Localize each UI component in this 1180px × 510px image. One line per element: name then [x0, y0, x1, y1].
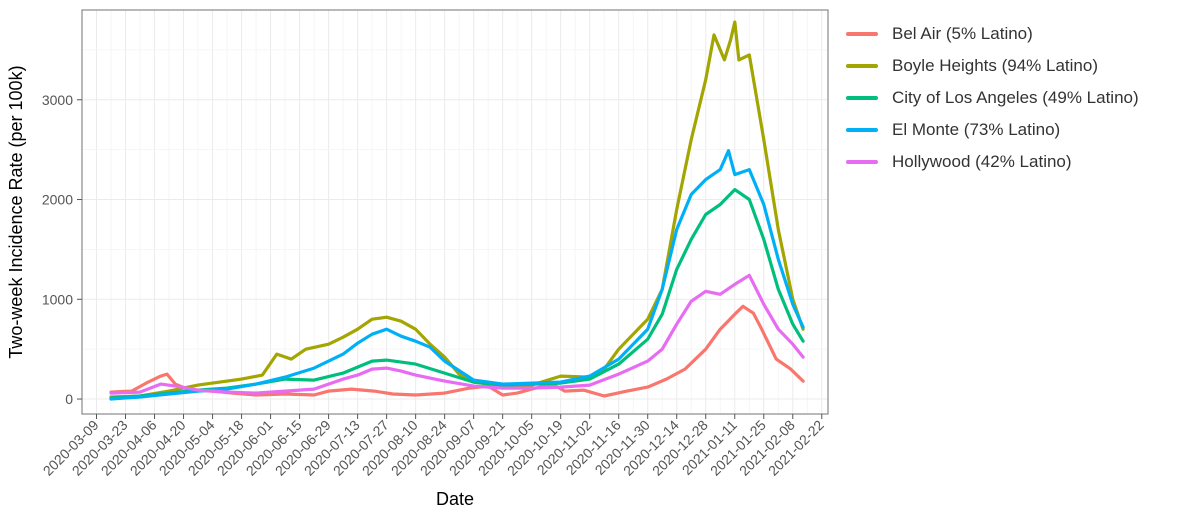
legend-label: Hollywood (42% Latino) — [892, 152, 1072, 171]
series-line-4 — [109, 149, 805, 401]
series-lines — [109, 20, 805, 401]
y-tick-label: 2000 — [42, 192, 73, 208]
legend-item: Hollywood (42% Latino) — [846, 146, 1139, 178]
legend-label: City of Los Angeles (49% Latino) — [892, 88, 1139, 107]
y-tick-label: 1000 — [42, 291, 73, 307]
chart: 0 1000 2000 3000 2020-03-09 2020-03-23 2020-0… — [6, 9, 829, 509]
plot-panel-background — [82, 10, 828, 414]
x-axis: 2020-03-092020-03-232020-04-062020-04-20… — [40, 414, 827, 479]
chart-canvas: 0 1000 2000 3000 2020-03-092020-03-232020-0… — [6, 9, 829, 509]
y-tick-label: 0 — [65, 391, 73, 407]
legend-label: El Monte (73% Latino) — [892, 120, 1061, 139]
legend-label: Boyle Heights (94% Latino) — [892, 56, 1099, 75]
legend-swatch — [846, 96, 878, 100]
legend-item: El Monte (73% Latino) — [846, 114, 1139, 146]
legend-swatch — [846, 128, 878, 132]
legend-label: Bel Air (5% Latino) — [892, 24, 1033, 43]
legend-swatch — [846, 64, 878, 68]
y-axis-title: Two-week Incidence Rate (per 100k) — [6, 65, 26, 358]
plot-panel-border — [81, 9, 829, 415]
legend-item: Boyle Heights (94% Latino) — [846, 50, 1139, 82]
x-axis-title: Date — [436, 489, 474, 509]
legend-item: City of Los Angeles (49% Latino) — [846, 82, 1139, 114]
series-line-5 — [109, 273, 805, 395]
legend: Bel Air (5% Latino) Boyle Heights (94% La… — [846, 18, 1139, 178]
y-tick-label: 3000 — [42, 92, 73, 108]
legend-swatch — [846, 32, 878, 36]
y-axis: 0 1000 2000 3000 — [42, 92, 82, 407]
legend-swatch — [846, 160, 878, 164]
legend-item: Bel Air (5% Latino) — [846, 18, 1139, 50]
